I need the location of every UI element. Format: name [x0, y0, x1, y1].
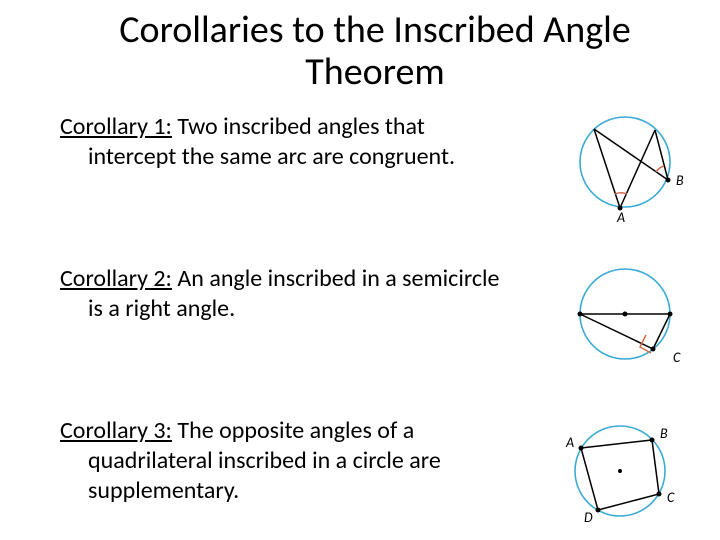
- d1-arc-a: [615, 192, 627, 193]
- d3-label-d: D: [584, 509, 593, 526]
- slide: Corollaries to the Inscribed Angle Theor…: [0, 0, 720, 540]
- corollary-1-text: Corollary 1: Two inscribed angles that i…: [60, 112, 570, 172]
- d3-label-c: C: [667, 489, 675, 506]
- diagram-3-svg: A B C D: [560, 416, 690, 531]
- diagram-1-svg: A B: [570, 112, 690, 222]
- page-title: Corollaries to the Inscribed Angle Theor…: [60, 10, 690, 94]
- corollary-2-lead: Corollary 2:: [60, 264, 172, 293]
- corollary-1-first: Two inscribed angles that: [172, 112, 425, 141]
- d1-chord-a2: [620, 130, 655, 208]
- corollary-1-lead: Corollary 1:: [60, 112, 172, 141]
- corollary-2-first: An angle inscribed in a semicircle: [172, 264, 499, 293]
- corollary-3-indent: quadrilateral inscribed in a circle are …: [60, 446, 552, 506]
- d2-right-angle: [640, 335, 651, 353]
- d2-point-l: [578, 311, 583, 316]
- d2-label-c: C: [673, 349, 681, 366]
- d3-quad: [581, 440, 659, 510]
- corollary-1-row: Corollary 1: Two inscribed angles that i…: [60, 112, 690, 222]
- d3-label-a: A: [565, 434, 574, 451]
- d3-point-a: [579, 445, 584, 450]
- diagram-1: A B: [570, 112, 690, 222]
- d2-point-c: [651, 346, 656, 351]
- d1-point-b: [666, 177, 671, 182]
- diagram-2: C: [565, 264, 690, 374]
- d2-point-r: [668, 311, 673, 316]
- corollary-1-indent: intercept the same arc are congruent.: [60, 142, 562, 172]
- d3-point-d: [596, 507, 601, 512]
- corollary-2-text: Corollary 2: An angle inscribed in a sem…: [60, 264, 565, 324]
- d3-point-center: [618, 469, 622, 473]
- diagram-2-svg: C: [565, 264, 690, 374]
- d2-point-center: [623, 311, 628, 316]
- d1-chord-a1: [594, 129, 620, 208]
- corollary-3-lead: Corollary 3:: [60, 416, 172, 445]
- d3-label-b: B: [660, 425, 668, 442]
- d3-point-b: [650, 437, 655, 442]
- d2-chord-rc: [653, 314, 670, 349]
- corollary-3-text: Corollary 3: The opposite angles of a qu…: [60, 416, 560, 506]
- d1-label-b: B: [676, 172, 684, 189]
- corollary-2-indent: is a right angle.: [60, 294, 557, 324]
- corollary-3-row: Corollary 3: The opposite angles of a qu…: [60, 416, 690, 531]
- d1-arc-b: [656, 166, 664, 172]
- diagram-3: A B C D: [560, 416, 690, 531]
- corollary-3-first: The opposite angles of a: [172, 416, 414, 445]
- corollary-2-row: Corollary 2: An angle inscribed in a sem…: [60, 264, 690, 374]
- d3-point-c: [657, 491, 662, 496]
- d1-label-a: A: [616, 209, 625, 222]
